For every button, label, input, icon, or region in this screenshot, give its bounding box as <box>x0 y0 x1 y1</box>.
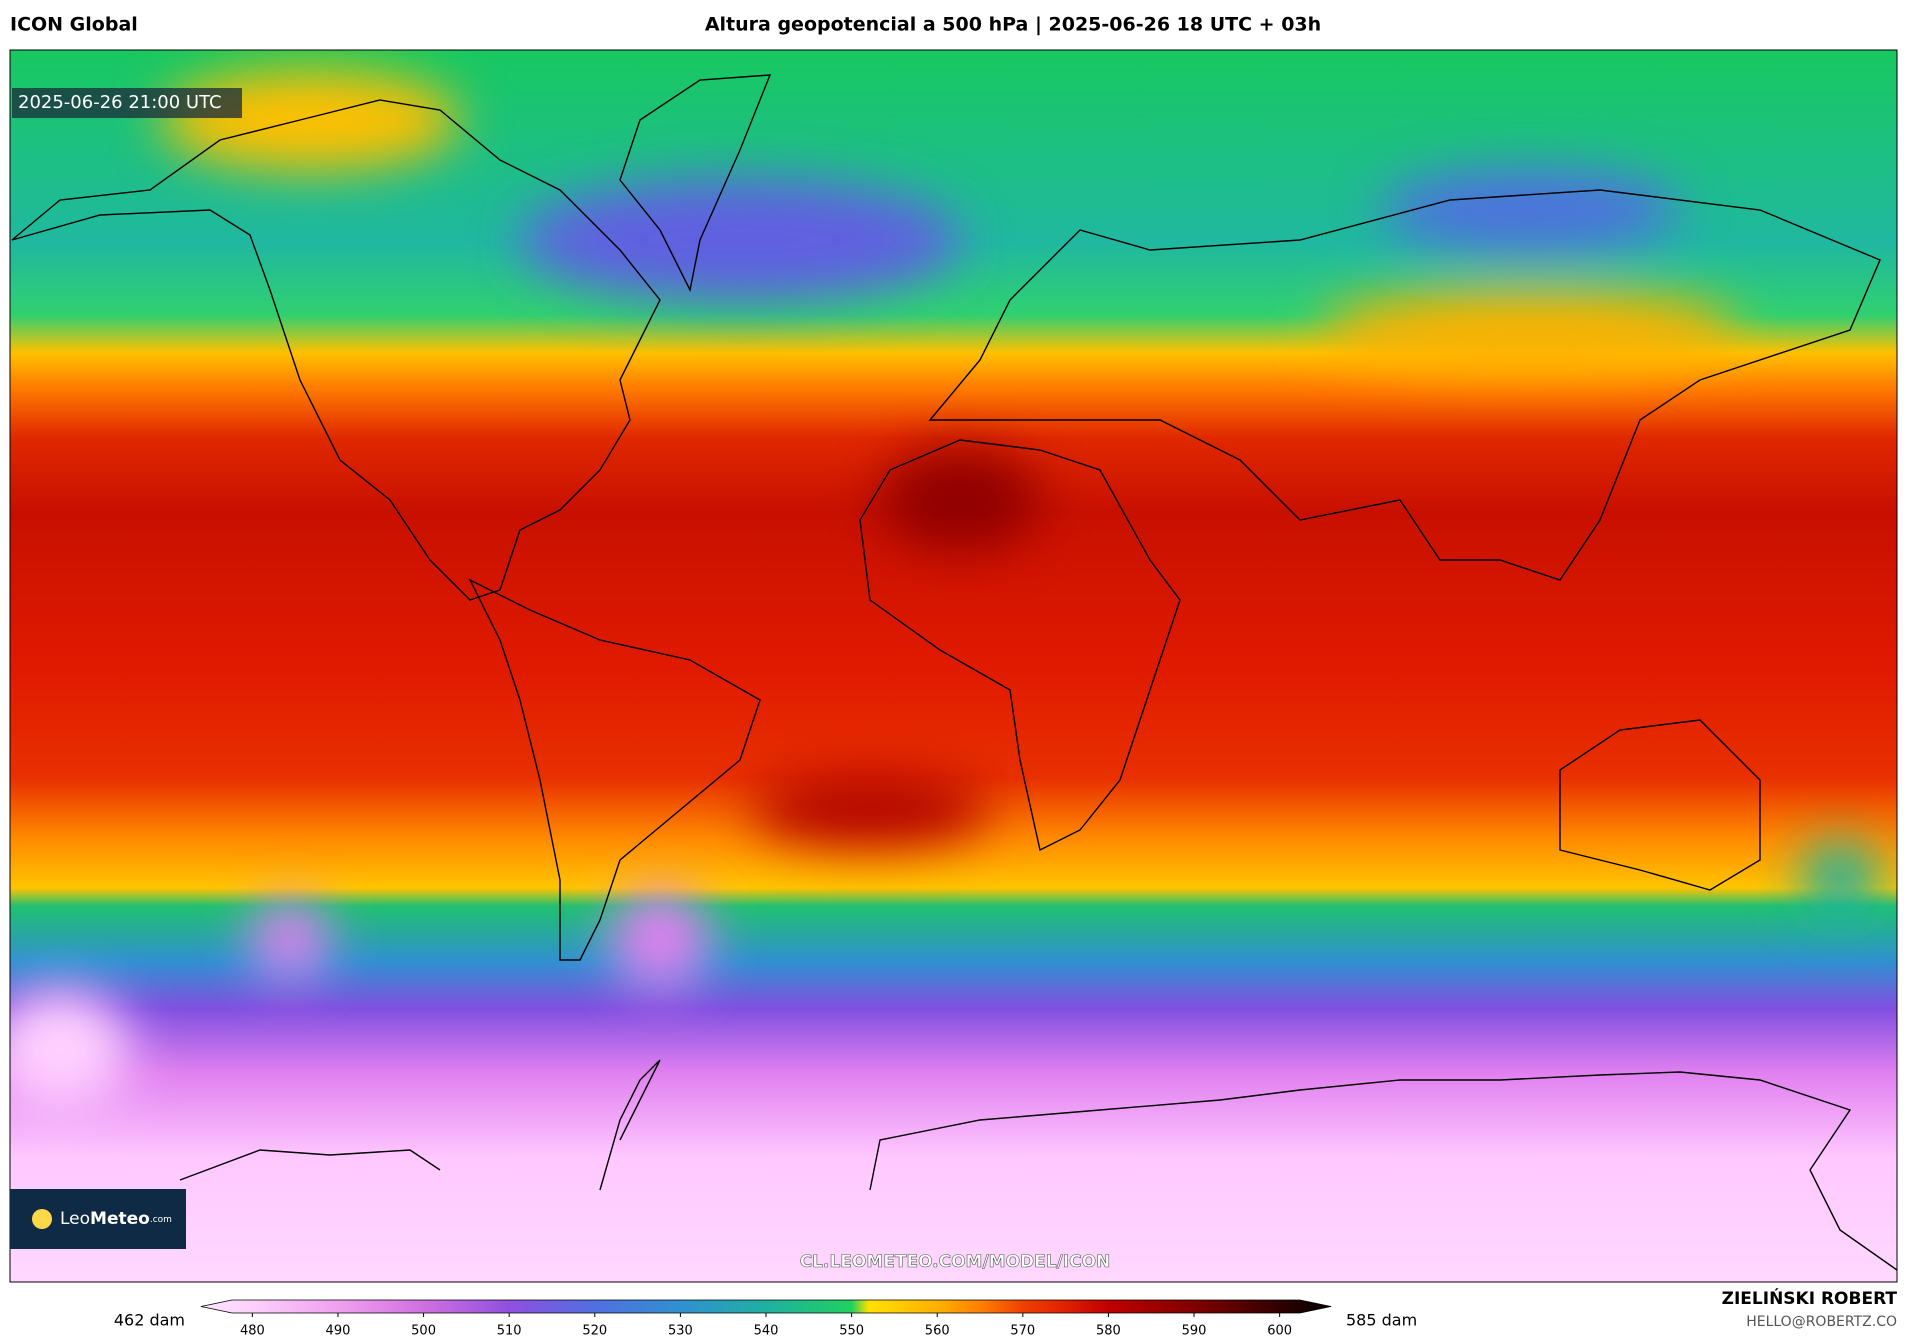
colorbar-tick-label: 540 <box>754 1324 779 1339</box>
colorbar-bar <box>200 1299 1332 1314</box>
field-blobs <box>10 70 1880 1110</box>
timestamp-box <box>12 88 242 118</box>
author-name: ZIELIŃSKI ROBERT <box>1722 1287 1898 1309</box>
colorbar-tick-label: 530 <box>668 1324 693 1339</box>
colorbar-tick-label: 510 <box>497 1324 522 1339</box>
colorbar: 480 490 500 510 520 530 540 550 560 570 580 590 600 <box>200 1299 1332 1339</box>
watermark: CL.LEOMETEO.COM/MODEL/ICON <box>800 1252 1111 1272</box>
model-name: ICON Global <box>10 14 138 36</box>
colorbar-tick-label: 480 <box>240 1324 265 1339</box>
logo-meteo: Meteo <box>90 1209 150 1229</box>
colorbar-tick-label: 500 <box>411 1324 436 1339</box>
logo-suffix: .com <box>150 1215 172 1225</box>
colorbar-tick-label: 570 <box>1010 1324 1035 1339</box>
valid-time: 2025-06-26 21:00 UTC <box>18 92 222 113</box>
colorbar-tick-label: 520 <box>582 1324 607 1339</box>
colorbar-tick-label: 490 <box>326 1324 351 1339</box>
logo-sun <box>32 1209 52 1229</box>
logo: LeoMeteo.com <box>60 1209 172 1229</box>
coastlines <box>11 74 1897 1271</box>
colorbar-max-label: 585 dam <box>1346 1311 1417 1330</box>
logo-leo: Leo <box>60 1209 90 1229</box>
field <box>10 50 1897 1282</box>
colorbar-tick-label: 590 <box>1182 1324 1207 1339</box>
map-title: Altura geopotencial a 500 hPa | 2025-06-… <box>705 14 1321 36</box>
map <box>10 50 1897 1282</box>
colorbar-min-label: 462 dam <box>114 1311 185 1330</box>
colorbar-tick-label: 560 <box>925 1324 950 1339</box>
map-frame <box>9 49 1898 1283</box>
colorbar-tick-label: 600 <box>1267 1324 1292 1339</box>
colorbar-tick-label: 550 <box>839 1324 864 1339</box>
colorbar-tick-label: 580 <box>1096 1324 1121 1339</box>
author-email: HELLO@ROBERTZ.CO <box>1746 1314 1897 1330</box>
